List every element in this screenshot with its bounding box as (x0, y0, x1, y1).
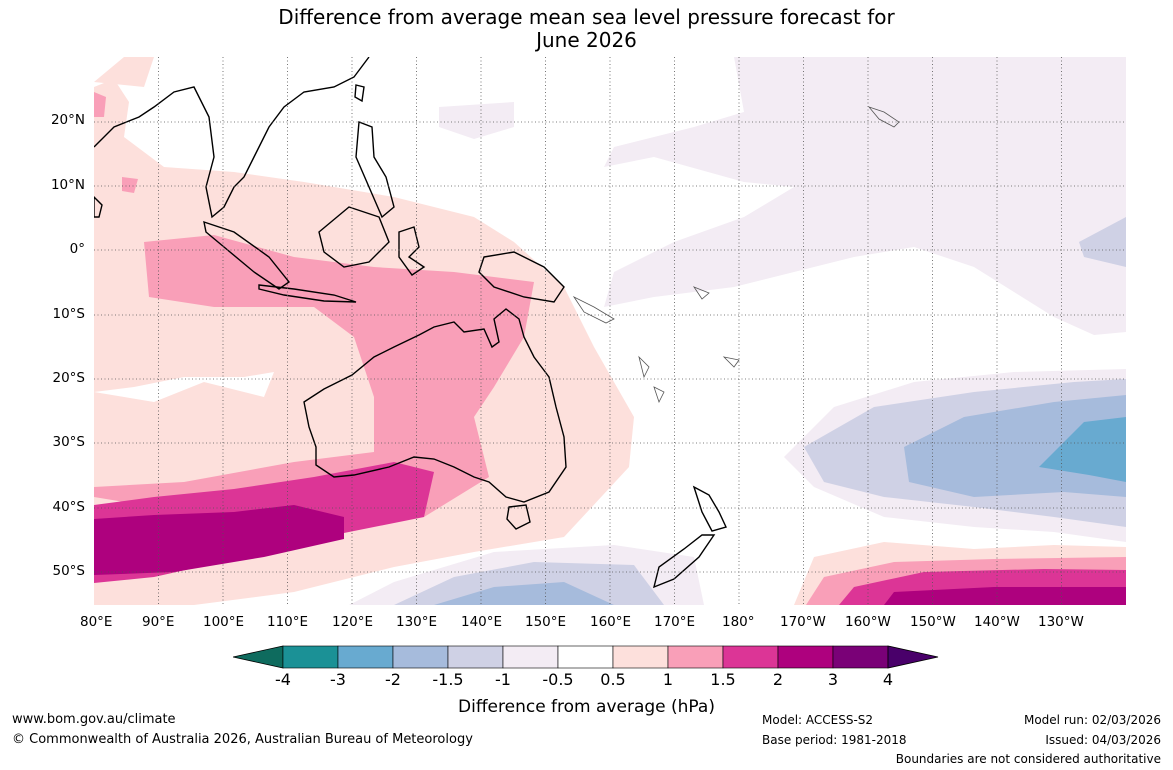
new-guinea-coast (478, 251, 565, 303)
legend-tick-label: -3 (330, 670, 346, 689)
lat-label: 30°S (52, 434, 86, 450)
legend-tick-label: 3 (827, 670, 839, 689)
lon-label: 90°E (142, 614, 175, 630)
borneo-coast (318, 206, 390, 268)
neutral-patch-indian (94, 372, 274, 402)
legend-tick-label: -1 (495, 670, 511, 689)
footer-model: Model: ACCESS-S2 (762, 713, 874, 727)
pressure-anomaly-map (94, 57, 1126, 605)
anomaly-2-3-region (94, 505, 344, 575)
lat-label: 40°S (52, 499, 86, 515)
anomaly-1-1.5-spot2 (122, 177, 138, 193)
new-zealand-south-coast (652, 534, 716, 589)
legend-swatch (722, 645, 779, 669)
legend-swatch (502, 645, 559, 669)
lon-label: 170°W (780, 614, 826, 630)
coastlines (94, 57, 727, 589)
lon-label: 130°E (396, 614, 438, 630)
anomaly-1-1.5-region (94, 235, 534, 527)
lon-label: 120°E (332, 614, 374, 630)
asia-mainland-coast (94, 57, 370, 219)
new-zealand-north-coast (692, 485, 727, 532)
lon-label: 110°E (267, 614, 309, 630)
legend-tick-label: -0.5 (542, 670, 574, 689)
legend-extend-low (233, 645, 284, 669)
lat-label: 10°N (50, 177, 85, 193)
lon-label: 160°W (845, 614, 891, 630)
legend-tick-label: 1.5 (710, 670, 736, 689)
graticule (94, 57, 1126, 605)
legend-swatch (557, 645, 614, 669)
legend-extend-high (887, 645, 939, 669)
legend-swatch (337, 645, 394, 669)
lat-label: 20°S (52, 370, 86, 386)
legend-tick-label: -1.5 (432, 670, 464, 689)
legend-tick-label: -4 (275, 670, 291, 689)
legend-swatch (832, 645, 889, 669)
anomaly-neg0.5-neg1-north (604, 57, 1126, 335)
legend-tick-label: 4 (882, 670, 894, 689)
anomaly-0.5-1-north (94, 57, 154, 87)
legend-swatch (392, 645, 449, 669)
lat-label: 20°N (50, 112, 85, 128)
lon-label: 140°E (461, 614, 503, 630)
legend-swatch (282, 645, 339, 669)
taiwan-coast (354, 84, 365, 103)
lon-label: 170°E (654, 614, 696, 630)
anomaly-neg1.5-neg2-sw (434, 582, 614, 605)
lon-label: 80°E (80, 614, 113, 630)
anomaly-neg0.5-neg1-patch (439, 102, 514, 139)
legend-swatch (612, 645, 669, 669)
anomaly-neg1-neg1.5-sw (394, 562, 664, 605)
legend-title: Difference from average (hPa) (458, 697, 715, 717)
philippines-coast (355, 121, 395, 219)
lon-label: 150°E (525, 614, 567, 630)
lat-label: 0° (69, 241, 85, 257)
lon-label: 150°W (910, 614, 956, 630)
lat-label: 10°S (52, 306, 86, 322)
sri-lanka-coast (94, 196, 103, 218)
footer-copyright: © Commonwealth of Australia 2026, Austra… (12, 732, 473, 747)
map-title-line1: Difference from average mean sea level p… (278, 5, 895, 29)
lon-label: 180° (722, 614, 755, 630)
legend-swatch (447, 645, 504, 669)
footer-url[interactable]: www.bom.gov.au/climate (12, 712, 176, 727)
tasmania-coast (506, 504, 531, 530)
australia-coast (303, 308, 567, 503)
lon-label: 140°W (974, 614, 1020, 630)
anomaly-2-3-south (884, 587, 1126, 605)
legend-tick-label: 2 (772, 670, 784, 689)
sulawesi-coast (398, 226, 426, 276)
lon-label: 160°E (590, 614, 632, 630)
lat-label: 50°S (52, 563, 86, 579)
legend-swatch (667, 645, 724, 669)
legend-colorbar (233, 645, 939, 669)
legend-swatch (777, 645, 834, 669)
anomaly-1-1.5-spot (94, 92, 106, 117)
footer-disclaimer: Boundaries are not considered authoritat… (895, 752, 1161, 766)
anomaly-neg1-neg1.5-eq (1079, 217, 1126, 267)
anomaly-neg2-neg3-south (1039, 417, 1126, 482)
legend-tick-label: 0.5 (600, 670, 626, 689)
legend-tick-label: -2 (385, 670, 401, 689)
lon-label: 100°E (203, 614, 245, 630)
java-coast (258, 284, 357, 303)
map-title-line2: June 2026 (536, 28, 637, 52)
legend-tick-label: 1 (662, 670, 674, 689)
footer-model-run: Model run: 02/03/2026 (1023, 713, 1161, 727)
sumatra-coast (203, 220, 291, 290)
lon-label: 130°W (1038, 614, 1084, 630)
footer-base-period: Base period: 1981-2018 (762, 733, 907, 747)
islands-outlines (572, 106, 900, 404)
footer-issued: Issued: 04/03/2026 (1045, 733, 1161, 747)
